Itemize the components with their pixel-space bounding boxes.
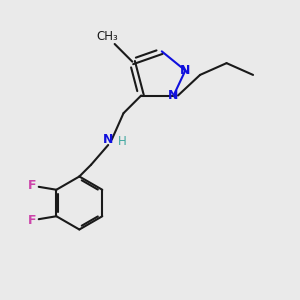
Text: CH₃: CH₃ <box>96 30 118 43</box>
Text: N: N <box>168 89 179 102</box>
Text: N: N <box>103 133 113 146</box>
Text: N: N <box>180 64 190 77</box>
Text: H: H <box>118 135 126 148</box>
Text: F: F <box>28 179 37 192</box>
Text: F: F <box>28 214 37 227</box>
